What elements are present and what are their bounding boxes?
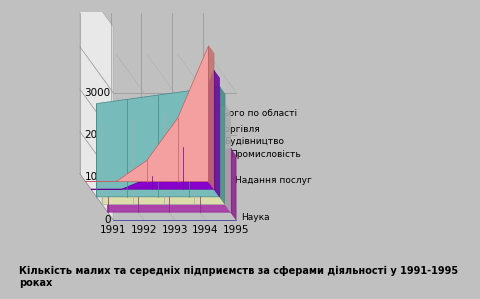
Polygon shape [85,46,208,181]
Polygon shape [96,87,219,197]
Text: всього по області: всього по області [213,109,297,118]
Polygon shape [230,149,236,220]
Polygon shape [208,46,214,189]
Polygon shape [214,71,219,197]
Text: Будівництво: Будівництво [224,137,284,146]
Polygon shape [219,87,225,205]
Text: Надання послуг: Надання послуг [235,176,312,185]
Text: Наука: Наука [240,213,269,222]
Polygon shape [91,71,214,189]
Text: 1992: 1992 [131,225,157,235]
Text: 3000: 3000 [84,88,110,97]
Polygon shape [108,149,230,212]
Polygon shape [80,0,113,220]
Text: 2000: 2000 [84,130,110,140]
Text: 1000: 1000 [84,172,110,182]
Text: 1991: 1991 [100,225,126,235]
Text: Торгівля: Торгівля [218,125,259,134]
Text: Промисловість: Промисловість [229,150,300,159]
Text: Кількість малих та середніх підприємств за сферами діяльності у 1991-1995
роках: Кількість малих та середніх підприємств … [19,266,457,288]
Polygon shape [225,105,230,212]
Text: 0: 0 [104,215,110,225]
Text: 1994: 1994 [192,225,218,235]
Polygon shape [102,105,225,205]
Text: 1995: 1995 [222,225,249,235]
Text: 1993: 1993 [161,225,188,235]
